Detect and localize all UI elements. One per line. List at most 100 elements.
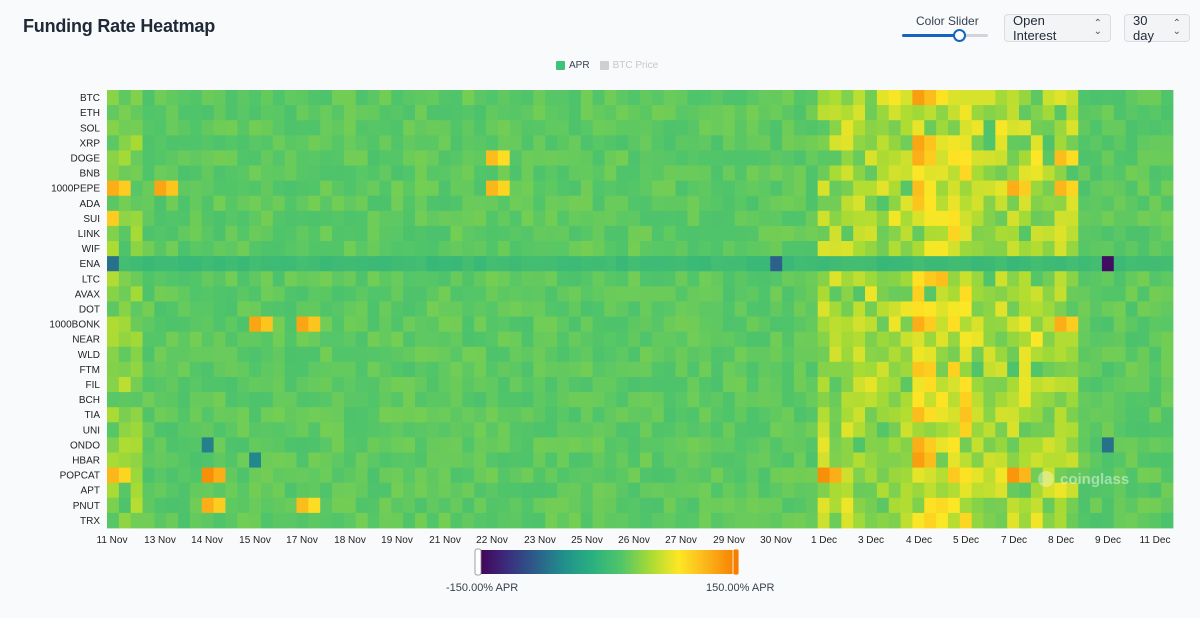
heatmap-cell <box>687 316 700 333</box>
heatmap-cell <box>782 482 795 499</box>
heatmap-cell <box>509 241 522 257</box>
row-label: FIL <box>86 380 101 391</box>
heatmap-cell <box>1030 120 1044 136</box>
heatmap-cell <box>888 361 901 378</box>
heatmap-cell <box>616 241 629 257</box>
heatmap-cell <box>355 241 368 257</box>
heatmap-cell <box>592 180 605 197</box>
heatmap-cell <box>201 135 214 151</box>
metric-select[interactable]: Open Interest ⌃ ⌄ <box>1004 13 1111 43</box>
heatmap-cell <box>367 256 380 272</box>
heatmap-cell <box>225 301 238 317</box>
heatmap-cell <box>403 195 416 212</box>
heatmap-cell <box>924 256 937 272</box>
heatmap-cell <box>711 241 724 257</box>
heatmap-cell <box>746 150 759 166</box>
heatmap-cell <box>722 512 736 529</box>
heatmap-cell <box>924 316 937 333</box>
heatmap-cell <box>154 180 167 197</box>
heatmap-cell <box>308 150 321 166</box>
heatmap-cell <box>1137 316 1150 333</box>
heatmap-cell <box>154 482 167 499</box>
heatmap-cell <box>237 346 250 363</box>
heatmap-cell <box>865 361 878 378</box>
legend-item-apr[interactable]: APR <box>556 60 590 71</box>
colorbar-min-handle[interactable] <box>474 548 482 576</box>
heatmap-cell <box>829 392 842 408</box>
heatmap-cell <box>237 452 250 468</box>
heatmap-cell <box>474 286 487 302</box>
legend-item-btc-price[interactable]: BTC Price <box>599 60 658 71</box>
heatmap-cell <box>865 437 878 453</box>
heatmap-cell <box>521 90 534 106</box>
heatmap-cell <box>663 225 676 242</box>
heatmap-cell <box>166 467 179 484</box>
heatmap-cell <box>628 392 641 408</box>
heatmap-cell <box>308 301 321 317</box>
heatmap-cell <box>201 180 214 197</box>
heatmap-cell <box>438 392 451 408</box>
heatmap-cell <box>1019 512 1032 529</box>
heatmap-cell <box>497 225 511 242</box>
color-slider-thumb[interactable] <box>952 29 966 42</box>
heatmap-cell <box>545 286 558 302</box>
heatmap-cell <box>130 512 143 529</box>
heatmap-cell <box>320 497 333 514</box>
heatmap-cell <box>557 437 570 453</box>
heatmap-cell <box>391 467 404 484</box>
heatmap-cell <box>995 316 1008 333</box>
heatmap-cell <box>793 150 807 166</box>
heatmap-cell <box>959 241 973 257</box>
heatmap-cell <box>391 512 404 529</box>
heatmap-cell <box>142 165 155 182</box>
heatmap-cell <box>817 497 830 514</box>
heatmap-cell <box>379 452 392 468</box>
heatmap-cell <box>438 346 451 363</box>
heatmap-cell <box>663 165 676 182</box>
heatmap-cell <box>995 361 1008 378</box>
heatmap-cell <box>414 422 428 438</box>
heatmap-cell <box>308 437 321 453</box>
heatmap-cell <box>971 286 984 302</box>
colorbar-max-handle[interactable] <box>732 548 740 576</box>
heatmap-cell <box>663 346 676 363</box>
heatmap-cell <box>711 195 724 212</box>
heatmap-cell <box>308 271 321 287</box>
heatmap-cell <box>308 467 321 484</box>
heatmap-cell <box>260 346 274 363</box>
heatmap-cell <box>995 407 1008 423</box>
range-select[interactable]: 30 day ⌃ ⌄ <box>1124 13 1190 43</box>
heatmap-cell <box>367 301 380 317</box>
heatmap-cell <box>509 331 522 348</box>
heatmap-cell <box>580 392 594 408</box>
heatmap-cell <box>782 437 795 453</box>
heatmap-cell <box>628 180 641 197</box>
heatmap-cell <box>178 105 191 121</box>
heatmap-cell <box>343 286 357 302</box>
heatmap-cell <box>817 241 830 257</box>
heatmap-cell <box>1007 165 1020 182</box>
heatmap-cell <box>1149 271 1162 287</box>
heatmap-cell <box>332 437 345 453</box>
heatmap-cell <box>888 512 901 529</box>
color-slider[interactable]: Color Slider <box>900 12 990 44</box>
heatmap-cell <box>201 241 214 257</box>
heatmap-cell <box>391 150 404 166</box>
heatmap-cell <box>793 437 807 453</box>
heatmap-cell <box>971 301 984 317</box>
heatmap-cell <box>118 497 132 514</box>
heatmap-cell <box>912 195 925 212</box>
heatmap-cell <box>521 135 534 151</box>
heatmap-cell <box>1125 407 1138 423</box>
heatmap-cell <box>640 437 653 453</box>
color-slider-track[interactable] <box>902 29 988 42</box>
heatmap-cell <box>403 150 416 166</box>
heatmap-cell <box>580 346 594 363</box>
heatmap-cell <box>711 346 724 363</box>
heatmap-cell <box>474 331 487 348</box>
heatmap-cell <box>651 180 665 197</box>
heatmap-cell <box>426 512 440 529</box>
heatmap-cell <box>604 376 617 393</box>
heatmap-cell <box>758 210 771 227</box>
heatmap-cell <box>1161 497 1174 514</box>
